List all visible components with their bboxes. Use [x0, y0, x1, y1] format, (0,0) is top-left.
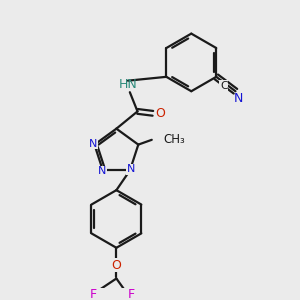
Text: HN: HN: [118, 78, 137, 91]
Text: N: N: [127, 164, 135, 174]
Text: C: C: [220, 81, 228, 91]
Text: N: N: [98, 166, 106, 176]
Text: F: F: [90, 288, 97, 300]
Text: CH₃: CH₃: [163, 133, 185, 146]
Text: N: N: [234, 92, 243, 105]
Text: F: F: [128, 288, 135, 300]
Text: O: O: [111, 259, 121, 272]
Text: O: O: [156, 107, 166, 120]
Text: N: N: [89, 139, 98, 149]
